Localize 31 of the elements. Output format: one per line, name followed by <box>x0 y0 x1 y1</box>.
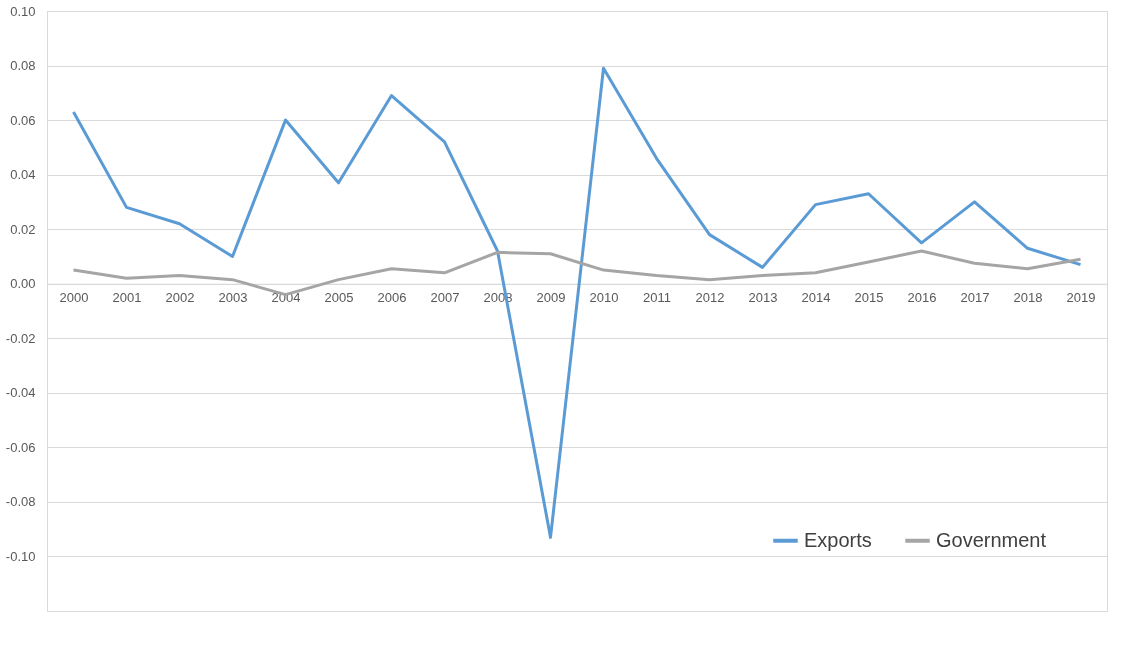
x-tick-label: 2007 <box>430 290 460 306</box>
x-tick-label: 2015 <box>854 290 884 306</box>
y-tick-label: -0.10 <box>5 548 36 564</box>
x-tick-label: 2014 <box>801 290 831 306</box>
y-tick-label: 0.04 <box>10 167 36 183</box>
y-tick-label: 0.00 <box>10 276 36 292</box>
y-tick-label: 0.08 <box>10 58 36 74</box>
y-tick-label: -0.04 <box>5 385 36 401</box>
x-tick-label: 2003 <box>218 290 248 306</box>
x-tick-label: 2011 <box>643 290 671 306</box>
x-tick-label: 2012 <box>695 290 725 306</box>
x-tick-label: 2001 <box>112 290 142 306</box>
x-tick-label: 2016 <box>907 290 937 306</box>
x-tick-label: 2005 <box>324 290 354 306</box>
x-tick-label: 2002 <box>165 290 195 306</box>
y-tick-label: 0.10 <box>10 3 36 19</box>
y-tick-label: -0.06 <box>5 439 36 455</box>
x-tick-label: 2010 <box>589 290 619 306</box>
x-tick-label: 2019 <box>1066 290 1096 306</box>
legend-label: Exports <box>804 528 872 551</box>
y-tick-label: -0.08 <box>5 494 36 510</box>
x-tick-label: 2006 <box>377 290 407 306</box>
x-tick-label: 2009 <box>536 290 566 306</box>
x-tick-label: 2000 <box>59 290 89 306</box>
y-tick-label: 0.06 <box>10 112 36 128</box>
x-tick-label: 2013 <box>748 290 778 306</box>
y-tick-label: -0.02 <box>5 330 36 346</box>
x-tick-label: 2017 <box>960 290 990 306</box>
legend-label: Government <box>936 528 1047 551</box>
y-tick-label: 0.02 <box>10 221 36 237</box>
x-tick-label: 2018 <box>1013 290 1043 306</box>
